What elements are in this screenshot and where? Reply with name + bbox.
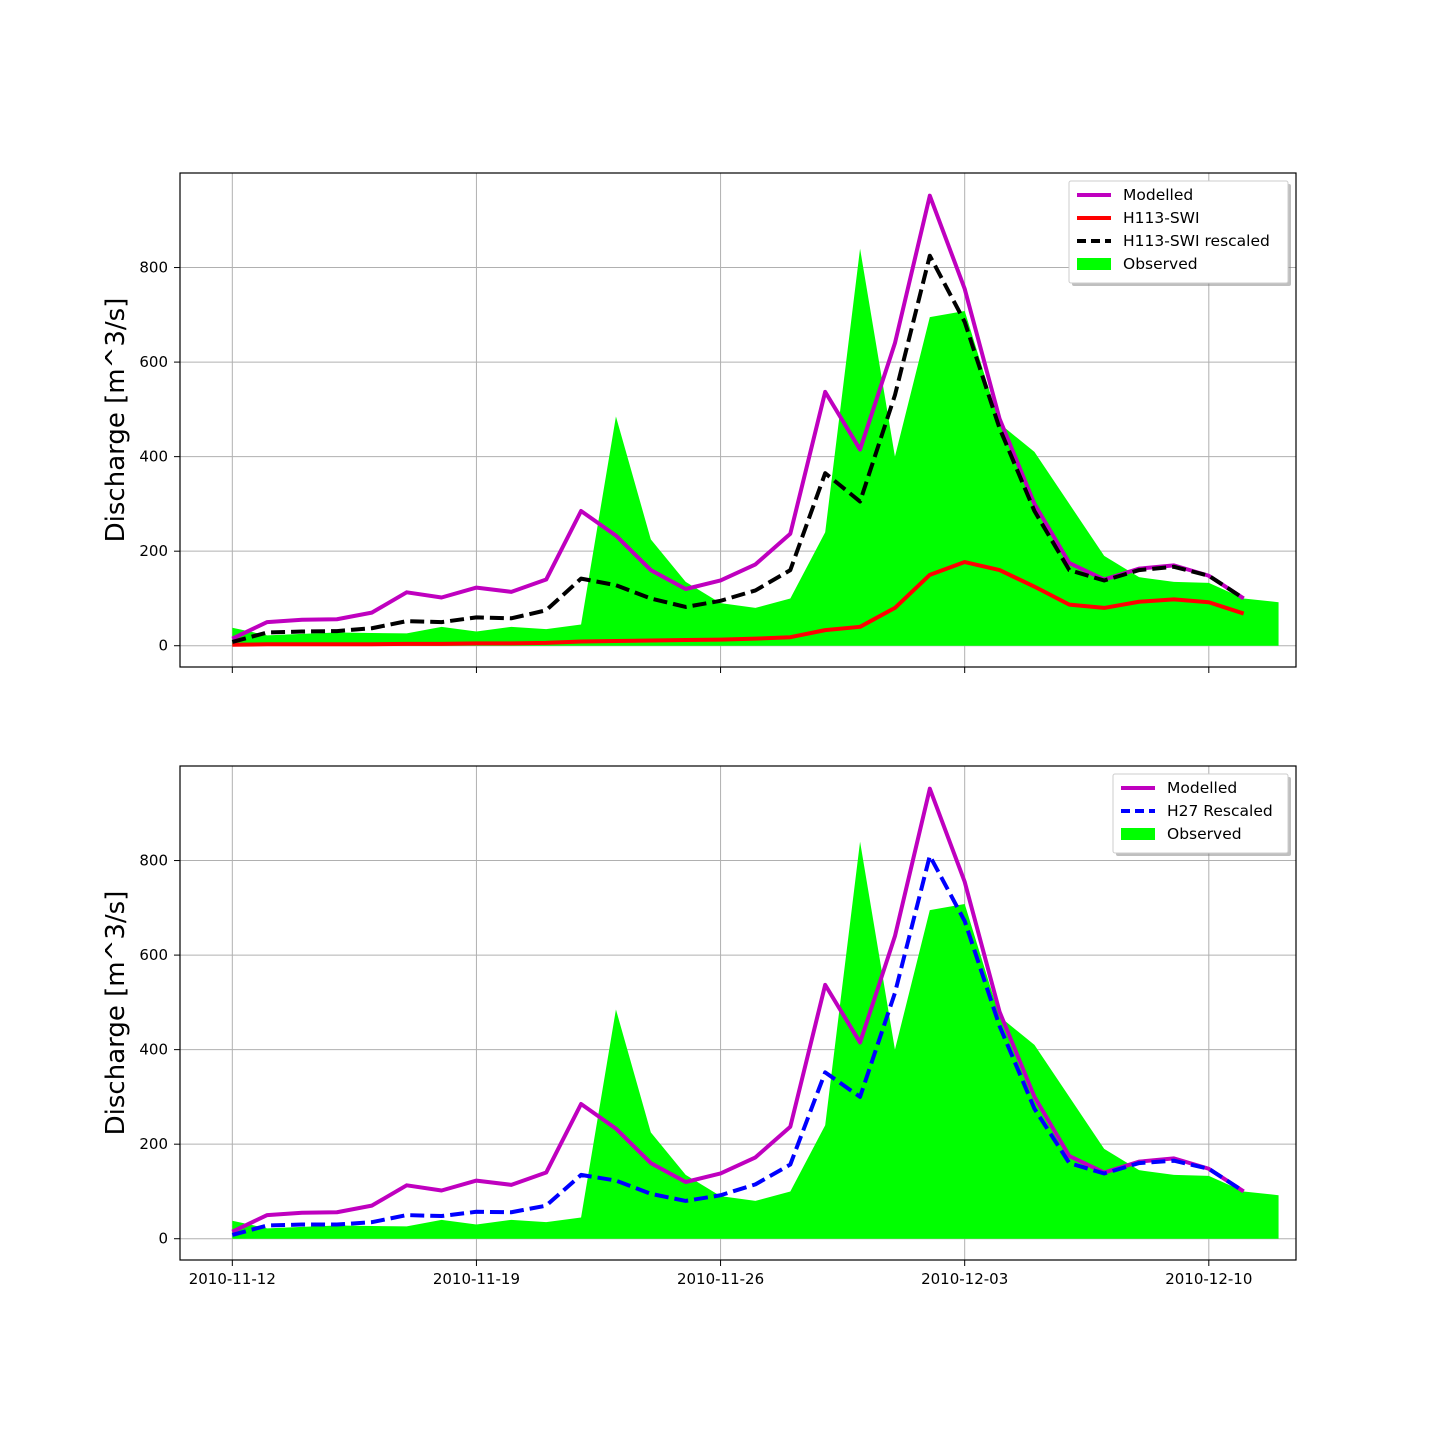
series-h113-swi-line <box>232 560 1245 647</box>
plot-area <box>231 193 1279 647</box>
plot-area <box>231 786 1279 1239</box>
y-tick-label: 0 <box>158 1230 168 1248</box>
legend-swatch-observed <box>1121 828 1155 840</box>
x-tick-label: 2010-11-12 <box>189 1270 276 1288</box>
series-h27-rescaled-line <box>231 853 1245 1237</box>
y-tick-label: 200 <box>139 1135 168 1153</box>
legend-label-h27-rescaled: H27 Rescaled <box>1167 802 1273 820</box>
legend-label-h113-swi: H113-SWI <box>1123 209 1200 227</box>
series-observed-area <box>232 248 1279 646</box>
y-tick-label: 600 <box>139 353 168 371</box>
series-modelled-line <box>231 193 1245 641</box>
axes-frame <box>179 765 1297 1261</box>
legend-label-modelled: Modelled <box>1123 186 1193 204</box>
y-tick-label: 400 <box>139 448 168 466</box>
bottom-chart-panel: 0 200 400 600 800 2010-11-12 2010-11-19 2010-11… <box>101 765 1297 1288</box>
x-tick-label: 2010-12-10 <box>1165 1270 1252 1288</box>
x-tick-label: 2010-11-19 <box>433 1270 520 1288</box>
top-chart-panel: 0 200 400 600 800 Discharge [m^3/s] Modelled H1… <box>101 172 1297 673</box>
legend: Modelled H27 Rescaled Observed <box>1112 773 1291 856</box>
y-tick-label: 400 <box>139 1041 168 1059</box>
legend-swatch-observed <box>1077 258 1111 270</box>
axes-frame <box>179 172 1297 668</box>
y-tick-label: 600 <box>139 946 168 964</box>
legend-label-h113-swi-rescaled: H113-SWI rescaled <box>1123 232 1270 250</box>
x-tick-label: 2010-12-03 <box>921 1270 1008 1288</box>
legend-label-modelled: Modelled <box>1167 779 1237 797</box>
legend-label-observed: Observed <box>1123 255 1198 273</box>
series-modelled-line <box>231 786 1245 1234</box>
y-tick-label: 0 <box>158 637 168 655</box>
series-h113-swi-rescaled-line <box>231 253 1245 644</box>
y-tick-label: 800 <box>139 259 168 277</box>
series-observed-area <box>232 841 1279 1239</box>
y-axis-label: Discharge [m^3/s] <box>101 891 131 1136</box>
y-axis-label: Discharge [m^3/s] <box>101 298 131 543</box>
y-tick-label: 200 <box>139 542 168 560</box>
x-tick-label: 2010-11-26 <box>677 1270 764 1288</box>
legend-label-observed: Observed <box>1167 825 1242 843</box>
y-tick-label: 800 <box>139 852 168 870</box>
legend: Modelled H113-SWI H113-SWI rescaled Observe… <box>1068 180 1291 286</box>
